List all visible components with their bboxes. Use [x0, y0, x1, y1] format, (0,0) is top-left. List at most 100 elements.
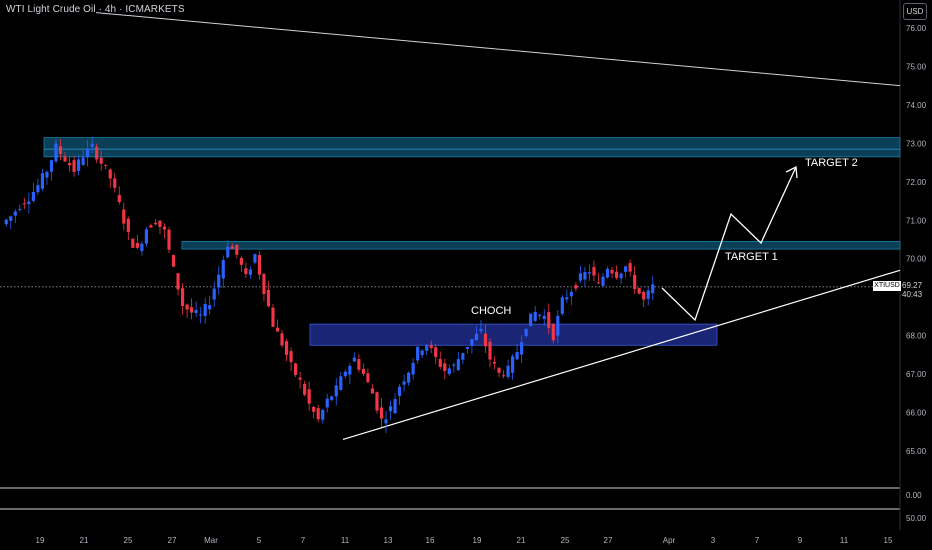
- y-tick-label: 72.00: [906, 178, 927, 187]
- candle-body: [199, 314, 203, 316]
- candle-body: [411, 362, 415, 375]
- candle-body: [407, 372, 411, 383]
- candle-body: [624, 266, 628, 272]
- candle-body: [361, 368, 365, 374]
- candle-body: [488, 341, 492, 360]
- target1-label: TARGET 1: [725, 251, 778, 263]
- choch-label: CHOCH: [471, 305, 511, 317]
- candle-body: [556, 315, 560, 336]
- candle-body: [72, 160, 76, 172]
- candle-body: [352, 357, 356, 362]
- bar-countdown: 40:43: [902, 290, 923, 299]
- candle-body: [610, 269, 614, 274]
- candle-body: [628, 263, 632, 272]
- candle-body: [587, 272, 592, 274]
- candle-body: [646, 290, 650, 299]
- candle-body: [95, 146, 99, 160]
- x-tick-label: 27: [604, 536, 613, 545]
- candle-body: [158, 220, 162, 227]
- candle-body: [180, 288, 185, 307]
- x-tick-label: 9: [798, 536, 803, 545]
- candle-body: [533, 311, 537, 321]
- candle-body: [443, 363, 447, 371]
- y-tick-label: 67.00: [906, 370, 927, 379]
- candle-body: [40, 173, 45, 189]
- candle-body: [506, 365, 510, 377]
- candle-body: [244, 268, 248, 275]
- candle-body: [108, 169, 112, 179]
- candle-body: [520, 342, 524, 355]
- candle-body: [642, 292, 646, 300]
- currency-button[interactable]: USD: [903, 3, 927, 20]
- candle-body: [131, 238, 135, 248]
- candle-body: [434, 347, 438, 358]
- x-tick-label: 25: [124, 536, 133, 545]
- candle-body: [194, 309, 198, 313]
- candle-body: [425, 344, 429, 351]
- candle-body: [334, 385, 338, 397]
- candle-body: [190, 307, 194, 313]
- candle-body: [63, 156, 67, 162]
- candle-body: [117, 195, 121, 203]
- candle-body: [22, 203, 26, 205]
- candle-body: [316, 408, 320, 420]
- candle-body: [253, 254, 257, 263]
- candle-body: [474, 333, 479, 341]
- candle-body: [565, 297, 569, 300]
- candle-body: [388, 406, 393, 412]
- candle-body: [90, 143, 94, 147]
- projection-arrowhead: [785, 165, 798, 179]
- candle-body: [36, 185, 40, 193]
- candle-body: [393, 398, 397, 414]
- downtrend-line: [95, 12, 901, 87]
- candle-body: [303, 383, 307, 395]
- candle-body: [574, 285, 578, 289]
- candle-body: [140, 243, 144, 252]
- candle-body: [230, 246, 234, 249]
- candle-body: [601, 276, 605, 286]
- candle-body: [45, 171, 49, 178]
- candle-body: [31, 191, 35, 201]
- x-tick-label: 25: [561, 536, 570, 545]
- candle-body: [447, 368, 451, 375]
- candle-body: [235, 244, 239, 255]
- candle-body: [67, 163, 72, 166]
- candle-body: [483, 333, 488, 347]
- candle-body: [9, 216, 13, 221]
- candle-body: [583, 272, 587, 280]
- last-price-value: 69.27: [902, 281, 923, 290]
- candle-body: [149, 225, 153, 228]
- symbol-price-tag: XTIUSD: [873, 281, 901, 291]
- candle-body: [167, 229, 171, 250]
- candle-body: [551, 324, 555, 341]
- x-tick-label: 11: [341, 536, 350, 545]
- candle-body: [271, 307, 275, 327]
- x-tick-label: 21: [80, 536, 89, 545]
- x-tick-label: 19: [473, 536, 482, 545]
- resistance-zone-upper: [43, 137, 901, 158]
- candle-body: [542, 315, 546, 320]
- candle-body: [379, 407, 384, 419]
- support-trendline: [342, 269, 901, 441]
- candle-body: [13, 211, 17, 216]
- candle-body: [357, 359, 361, 370]
- candle-body: [289, 351, 293, 363]
- candle-body: [461, 353, 465, 360]
- y-tick-label: 70.00: [906, 255, 927, 264]
- candle-body: [605, 268, 610, 278]
- last-price-box: 69.27 40:43: [902, 281, 930, 299]
- candle-body: [262, 273, 266, 295]
- candle-body: [465, 346, 469, 349]
- candle-body: [651, 284, 655, 294]
- candle-body: [633, 274, 637, 290]
- x-tick-label: 16: [426, 536, 435, 545]
- candle-body: [208, 305, 212, 310]
- x-tick-label: 21: [517, 536, 526, 545]
- candle-body: [547, 312, 551, 328]
- candle-body: [280, 333, 284, 346]
- candle-body: [54, 143, 58, 162]
- candle-body: [348, 365, 352, 375]
- candle-body: [325, 398, 329, 408]
